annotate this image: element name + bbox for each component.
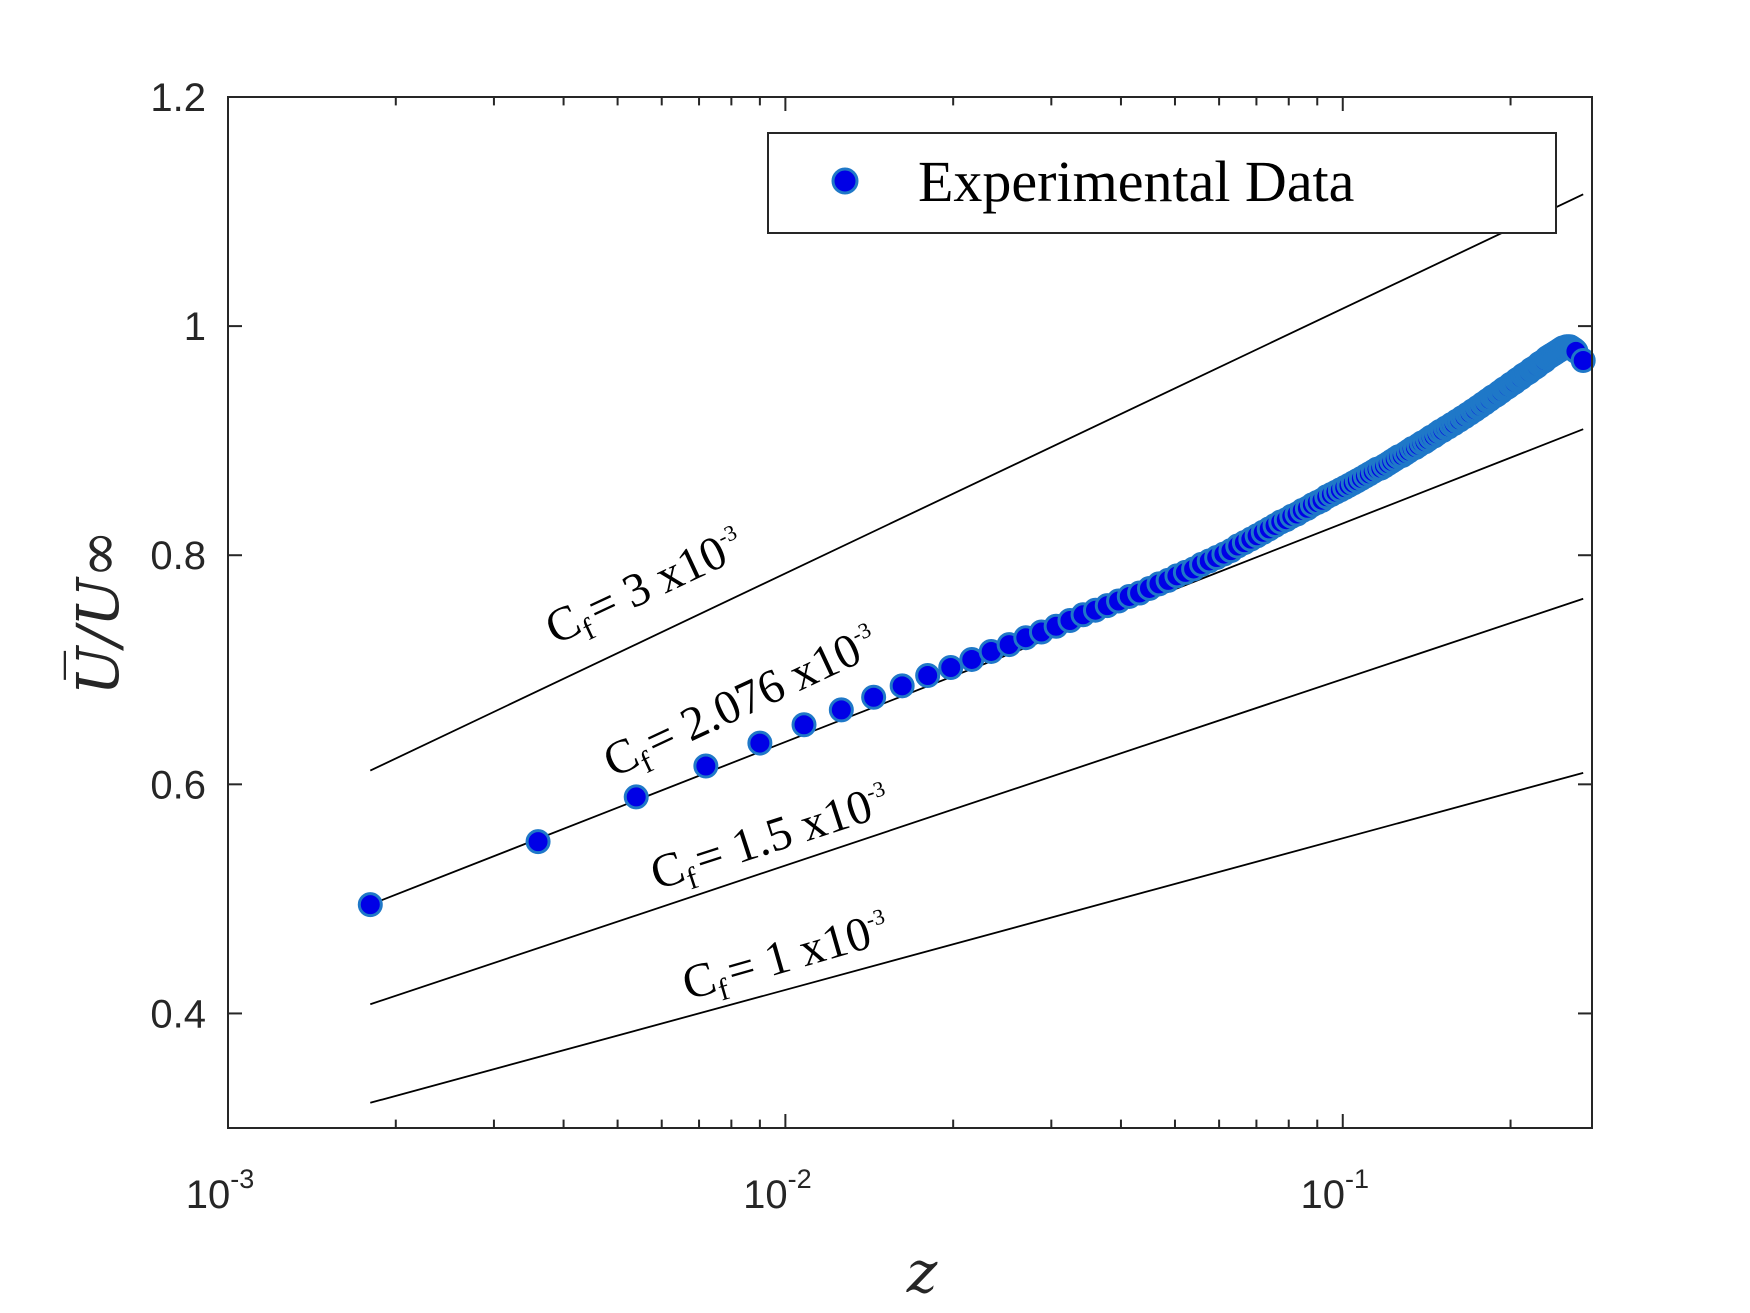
reference-line-label-4: Cf= 1 x10-3 <box>676 901 896 1016</box>
data-point <box>861 684 887 710</box>
y-tick-label: 0.4 <box>150 992 206 1036</box>
x-tick-label: 10-3 <box>186 1164 255 1217</box>
x-axis-label: z <box>906 1238 938 1306</box>
reference-line-1 <box>369 193 1584 772</box>
y-axis-label: U̅/U∞ <box>62 530 132 696</box>
data-point <box>791 712 817 738</box>
axes-frame <box>227 96 1593 1129</box>
legend: Experimental Data <box>767 132 1557 234</box>
data-point <box>938 654 964 680</box>
x-tick-label: 10-2 <box>743 1164 812 1217</box>
y-tick-label: 1.2 <box>150 76 206 120</box>
y-tick-label: 1 <box>184 305 206 349</box>
data-point <box>357 892 383 918</box>
axis-tick-labels: 0.4 0.6 0.8 1 1.2 10-3 10-2 10-1 <box>150 76 1369 1217</box>
x-tick-label: 10-1 <box>1301 1164 1370 1217</box>
data-point <box>747 730 773 756</box>
data-point <box>693 753 719 779</box>
legend-entry-experimental-data: Experimental Data <box>918 149 1354 214</box>
axis-ticks <box>227 96 1592 1128</box>
legend-box <box>767 132 1557 234</box>
y-tick-label: 0.8 <box>150 534 206 578</box>
data-markers <box>357 334 1596 918</box>
data-point <box>623 784 649 810</box>
reference-line-4 <box>370 772 1584 1104</box>
reference-lines <box>369 193 1584 1104</box>
data-point <box>828 697 854 723</box>
data-point <box>1570 347 1596 373</box>
data-point <box>525 829 551 855</box>
legend-marker <box>831 167 859 195</box>
data-point <box>915 663 941 689</box>
reference-line-3 <box>369 597 1584 1006</box>
y-tick-label: 0.6 <box>150 763 206 807</box>
data-point <box>889 673 915 699</box>
